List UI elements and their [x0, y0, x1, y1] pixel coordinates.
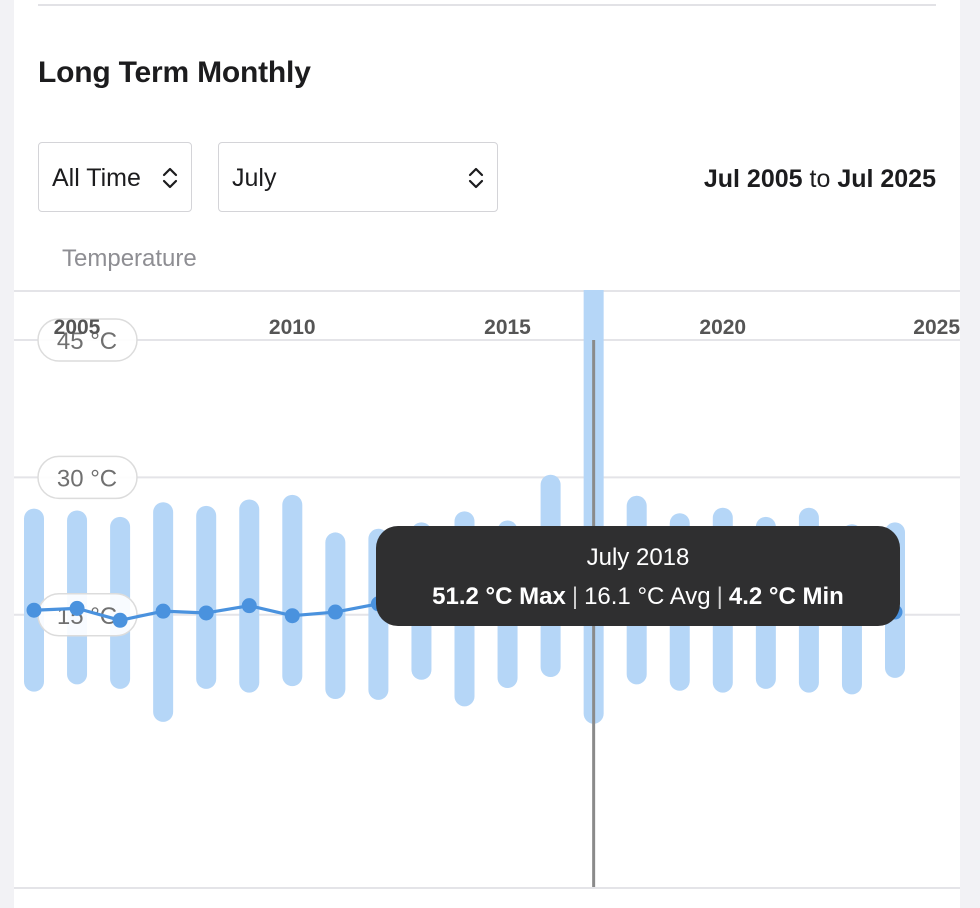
x-tick-label: 2010	[269, 316, 316, 339]
tooltip-min: 4.2 °C Min	[728, 583, 844, 610]
tooltip-values: 51.2 °C Max | 16.1 °C Avg | 4.2 °C Min	[376, 583, 900, 611]
range-to: Jul 2025	[837, 165, 936, 193]
y-tick-label: 45 °C	[57, 328, 117, 355]
chevron-up-down-icon	[162, 167, 178, 189]
month-select[interactable]: July	[218, 142, 498, 212]
avg-point[interactable]	[284, 608, 300, 624]
y-tick-pill	[37, 318, 138, 362]
chevron-up-down-icon	[468, 167, 484, 189]
chart-top-divider	[14, 290, 960, 292]
period-select[interactable]: All Time	[38, 142, 192, 212]
avg-point[interactable]	[155, 603, 171, 619]
avg-point[interactable]	[327, 604, 343, 620]
avg-point[interactable]	[198, 605, 214, 621]
top-divider	[38, 4, 936, 6]
chart-tooltip: July 2018 51.2 °C Max | 16.1 °C Avg | 4.2 °C…	[376, 526, 900, 626]
tooltip-max: 51.2 °C Max	[432, 583, 566, 610]
x-tick-label: 2020	[699, 316, 746, 339]
tooltip-title: July 2018	[586, 544, 690, 571]
range-to-word: to	[809, 165, 831, 193]
x-tick-label: 2005	[54, 316, 101, 339]
tooltip-avg: 16.1 °C Avg	[584, 583, 711, 610]
y-tick-label: 30 °C	[57, 465, 117, 492]
avg-point[interactable]	[69, 600, 85, 616]
range-from: Jul 2005	[703, 165, 803, 193]
tooltip-separator: |	[716, 583, 723, 610]
x-tick-label: 2025	[913, 316, 960, 339]
date-range-label: Jul 2005 to Jul 2025	[704, 165, 936, 194]
avg-point[interactable]	[241, 598, 257, 614]
chart-bottom-divider	[14, 887, 960, 889]
y-tick-pill	[37, 455, 138, 500]
avg-point[interactable]	[26, 602, 42, 618]
metric-tab-temperature[interactable]: Temperature	[62, 245, 197, 272]
x-tick-label: 2015	[484, 316, 531, 339]
period-select-value: All Time	[52, 164, 141, 192]
section-title: Long Term Monthly	[38, 56, 311, 89]
tooltip-separator: |	[571, 583, 579, 610]
avg-point[interactable]	[112, 612, 128, 628]
month-select-value: July	[232, 164, 277, 192]
